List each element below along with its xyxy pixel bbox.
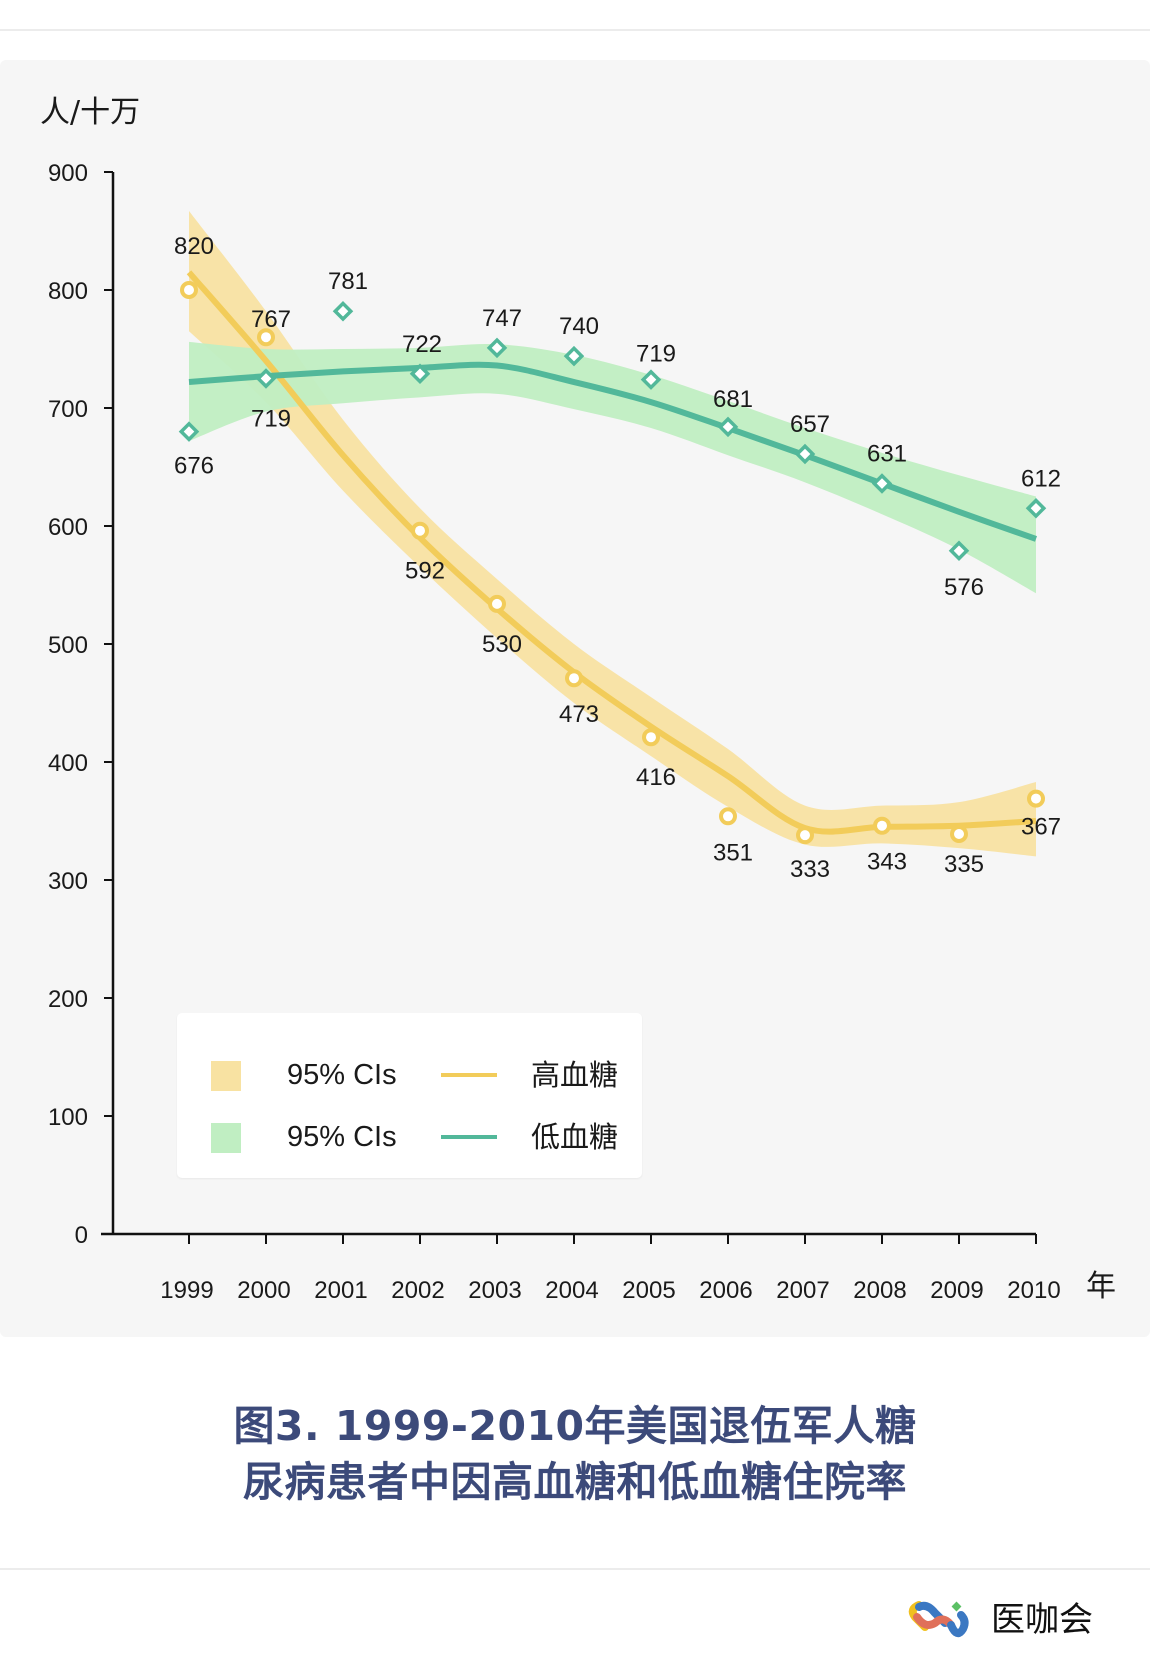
y-tick-label: 600 [48,514,88,541]
data-point-hypoglycemia [871,473,893,494]
data-point-hypoglycemia [332,300,354,322]
data-label-hyperglycemia: 351 [713,839,753,866]
x-tick-label: 2010 [1007,1277,1060,1304]
data-label-hyperglycemia: 820 [174,233,214,260]
data-point-hyperglycemia [488,594,506,613]
data-point-hyperglycemia [180,281,198,299]
data-point-hyperglycemia [411,521,429,540]
data-point-hyperglycemia [1027,789,1045,808]
trend-line-hypoglycemia [188,361,1037,542]
data-label-hypoglycemia: 676 [174,453,214,480]
data-point-hypoglycemia [794,443,816,465]
trend-line-swatch-hypoglycemia [441,1135,497,1139]
data-label-hypoglycemia: 719 [636,341,676,368]
y-tick-label: 500 [48,632,88,659]
data-label-hypoglycemia: 747 [482,305,522,332]
data-point-hypoglycemia [255,368,277,389]
data-label-hyperglycemia: 473 [559,701,599,728]
ci-band-hypoglycemia [189,341,1036,594]
data-point-hypoglycemia [948,540,970,562]
data-label-hyperglycemia: 530 [482,631,522,658]
x-tick-label: 2008 [853,1277,906,1304]
y-tick-label: 800 [48,278,88,305]
data-point-hypoglycemia [640,369,662,390]
data-label-hyperglycemia: 592 [405,558,445,585]
y-tick-label: 300 [48,868,88,895]
y-tick-label: 200 [48,986,88,1013]
data-point-hyperglycemia [565,669,583,688]
data-label-hypoglycemia: 722 [402,331,442,358]
y-tick-label: 400 [48,750,88,777]
data-point-hyperglycemia [796,826,814,845]
caption-line-2: 尿病患者中因高血糖和低血糖住院率 [243,1458,907,1506]
data-label-hyperglycemia: 333 [790,856,830,883]
trend-line-swatch-hyperglycemia [441,1073,497,1077]
x-tick-label: 2006 [699,1277,752,1304]
y-tick-label: 100 [48,1104,88,1131]
data-point-hyperglycemia [719,807,737,826]
data-point-hyperglycemia [257,328,275,347]
x-tick-label: 2005 [622,1277,675,1304]
data-label-hypoglycemia: 631 [867,441,907,468]
x-tick-label: 2004 [545,1277,598,1304]
data-point-hyperglycemia [950,824,968,843]
data-label-hypoglycemia: 740 [559,313,599,340]
x-tick-label: 2009 [930,1277,983,1304]
data-label-hypoglycemia: 681 [713,386,753,413]
data-label-hypoglycemia: 781 [328,268,368,295]
x-tick-label: 2003 [468,1277,521,1304]
data-point-hyperglycemia [642,728,660,747]
ci-band-swatch-hypoglycemia [211,1123,241,1153]
legend: 95% CIs 高血糖 95% CIs 低血糖 [177,1013,642,1178]
x-axis-unit-label: 年 [1086,1269,1116,1304]
legend-series-label: 高血糖 [531,1058,619,1092]
legend-ci-label: 95% CIs [287,1059,397,1091]
data-label-hypoglycemia: 576 [944,574,984,601]
x-tick-label: 2001 [314,1277,367,1304]
data-point-hypoglycemia [563,345,585,367]
caption-line-1: 图3. 1999-2010年美国退伍军人糖 [233,1402,917,1450]
data-label-hypoglycemia: 612 [1021,465,1061,492]
infinity-link-icon [908,1601,969,1638]
data-label-hypoglycemia: 657 [790,411,830,438]
data-point-hypoglycemia [1025,498,1047,519]
top-divider [0,29,1150,31]
data-label-hyperglycemia: 767 [251,306,291,333]
y-tick-label: 0 [75,1222,88,1249]
ci-band-swatch-hyperglycemia [211,1061,241,1091]
legend-item-hypoglycemia: 95% CIs 低血糖 [177,1115,642,1155]
x-tick-label: 2007 [776,1277,829,1304]
ci-band-hyperglycemia [189,210,1036,857]
figure-caption: 图3. 1999-2010年美国退伍军人糖 尿病患者中因高血糖和低血糖住院率 [0,1398,1150,1510]
x-tick-label: 2002 [391,1277,444,1304]
chart: 人/十万 0 100 200 300 400 500 600 700 800 900 1999 200… [40,95,1116,1304]
legend-ci-label: 95% CIs [287,1121,397,1153]
x-tick-label: 2000 [237,1277,290,1304]
brand-name: 医咖会 [991,1600,1093,1640]
legend-series-label: 低血糖 [531,1120,619,1154]
bottom-divider [0,1568,1150,1570]
x-tick-label: 1999 [160,1277,213,1304]
data-label-hyperglycemia: 335 [944,851,984,878]
data-label-hyperglycemia: 343 [867,849,907,876]
data-label-hypoglycemia: 719 [251,406,291,433]
y-axis-unit-label: 人/十万 [40,95,140,130]
data-point-hypoglycemia [409,363,431,385]
data-point-hypoglycemia [717,416,739,438]
legend-item-hyperglycemia: 95% CIs 高血糖 [177,1053,642,1093]
y-tick-label: 700 [48,396,88,423]
data-label-hyperglycemia: 416 [636,764,676,791]
data-label-hyperglycemia: 367 [1021,814,1061,841]
data-point-hypoglycemia [486,337,508,359]
data-point-hypoglycemia [178,421,200,442]
data-point-hyperglycemia [873,816,891,835]
y-tick-label: 900 [48,160,88,187]
